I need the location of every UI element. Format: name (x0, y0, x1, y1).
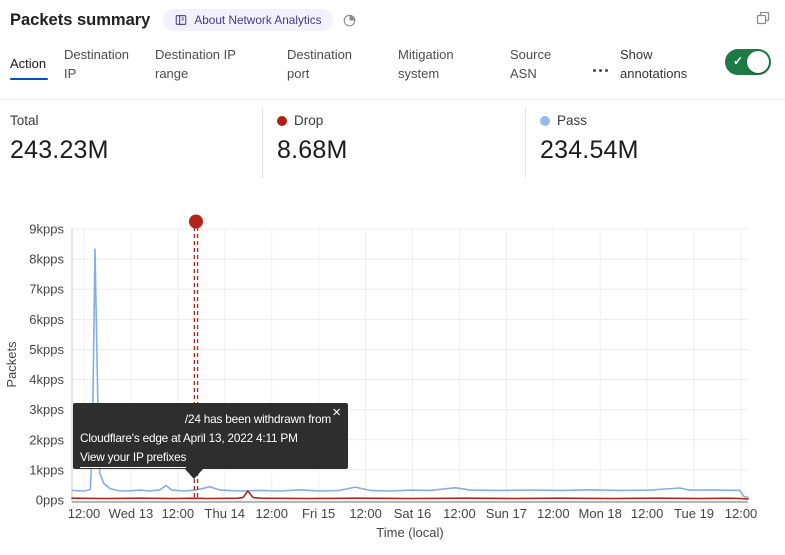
filter-tabs: Action Destination IP Destination IP ran… (0, 42, 785, 94)
annotation-dot[interactable] (188, 214, 203, 229)
y-tick-label: 6kpps (29, 312, 64, 327)
view-ip-prefixes-link[interactable]: View your IP prefixes (80, 448, 186, 468)
annotation-tooltip: × /24 has been withdrawn from Cloudflare… (73, 403, 348, 479)
book-icon (174, 13, 188, 27)
y-axis-title: Packets (4, 341, 19, 388)
y-tick-label: 2kpps (29, 432, 64, 447)
x-tick-label: 12:00 (162, 506, 195, 521)
stat-pass[interactable]: Pass 234.54M (540, 112, 639, 165)
x-tick-label: Sun 17 (486, 506, 527, 521)
x-tick-label: 12:00 (68, 506, 101, 521)
header-divider (0, 99, 785, 100)
toggle-knob (747, 51, 769, 73)
x-axis-title: Time (local) (376, 525, 443, 540)
x-tick-label: 12:00 (725, 506, 758, 521)
tab-source-asn[interactable]: Source ASN (510, 47, 552, 81)
ellipsis-icon[interactable] (593, 65, 608, 75)
tab-mitigation-system[interactable]: Mitigation system (398, 47, 454, 81)
pass-dot-icon (540, 115, 550, 126)
stat-total-label: Total (10, 113, 39, 128)
tab-action-label: Action (10, 56, 47, 71)
x-tick-label: Fri 15 (302, 506, 335, 521)
stat-pass-value: 234.54M (540, 136, 639, 164)
restore-icon[interactable] (755, 10, 771, 31)
drop-dot-icon (277, 115, 287, 126)
stats-divider (262, 108, 263, 178)
stat-drop[interactable]: Drop 8.68M (277, 112, 347, 165)
header: Packets summary About Network Analytics (10, 7, 775, 33)
stat-total-value: 243.23M (10, 136, 109, 164)
x-tick-label: Mon 18 (579, 506, 622, 521)
x-tick-label: Wed 13 (109, 506, 154, 521)
series-drop (71, 490, 749, 500)
pie-clock-icon (342, 13, 357, 28)
x-tick-label: Thu 14 (205, 506, 245, 521)
series-pass (71, 248, 749, 499)
stat-pass-label: Pass (557, 113, 588, 128)
stat-total[interactable]: Total 243.23M (10, 112, 109, 165)
y-tick-label: 7kpps (29, 282, 64, 297)
x-tick-label: Sat 16 (394, 506, 432, 521)
x-tick-label: 12:00 (631, 506, 664, 521)
tab-action[interactable]: Action (10, 54, 48, 80)
show-annotations-label: Show annotations (620, 47, 688, 81)
badge-label: About Network Analytics (194, 13, 322, 27)
show-annotations-toggle[interactable]: ✓ (725, 49, 771, 75)
x-tick-label: 12:00 (255, 506, 288, 521)
tab-destination-ip-range[interactable]: Destination IP range (155, 47, 236, 81)
check-icon: ✓ (733, 54, 744, 68)
tooltip-line-2: Cloudflare's edge at April 13, 2022 4:11… (80, 431, 298, 445)
x-tick-label: 12:00 (537, 506, 570, 521)
close-icon[interactable]: × (332, 404, 341, 421)
tab-destination-port[interactable]: Destination port (287, 47, 353, 81)
packets-chart: 0pps 1kpps 2kpps 3kpps 4kpps 5kpps 6kpps 7kpps 8… (4, 214, 758, 540)
page-title: Packets summary (10, 10, 151, 29)
y-tick-label: 8kpps (29, 252, 64, 267)
active-tab-underline (10, 78, 48, 80)
stat-drop-value: 8.68M (277, 136, 348, 164)
x-tick-label: 12:00 (443, 506, 476, 521)
stat-drop-label: Drop (294, 113, 324, 128)
tab-destination-ip[interactable]: Destination IP (64, 47, 130, 81)
y-tick-label: 4kpps (29, 372, 64, 387)
y-tick-label: 5kpps (29, 342, 64, 357)
x-tick-label: Tue 19 (674, 506, 714, 521)
y-tick-label: 9kpps (29, 222, 64, 237)
y-tick-label: 1kpps (29, 462, 64, 477)
y-tick-label: 0pps (36, 493, 65, 508)
y-tick-label: 3kpps (29, 402, 64, 417)
about-network-analytics-badge[interactable]: About Network Analytics (163, 9, 333, 31)
stats-row: Total 243.23M Drop 8.68M Pass 234.54M (0, 108, 785, 180)
stats-divider-2 (525, 108, 526, 178)
x-tick-label: 12:00 (349, 506, 382, 521)
tooltip-line-1: /24 has been withdrawn from (184, 412, 331, 426)
